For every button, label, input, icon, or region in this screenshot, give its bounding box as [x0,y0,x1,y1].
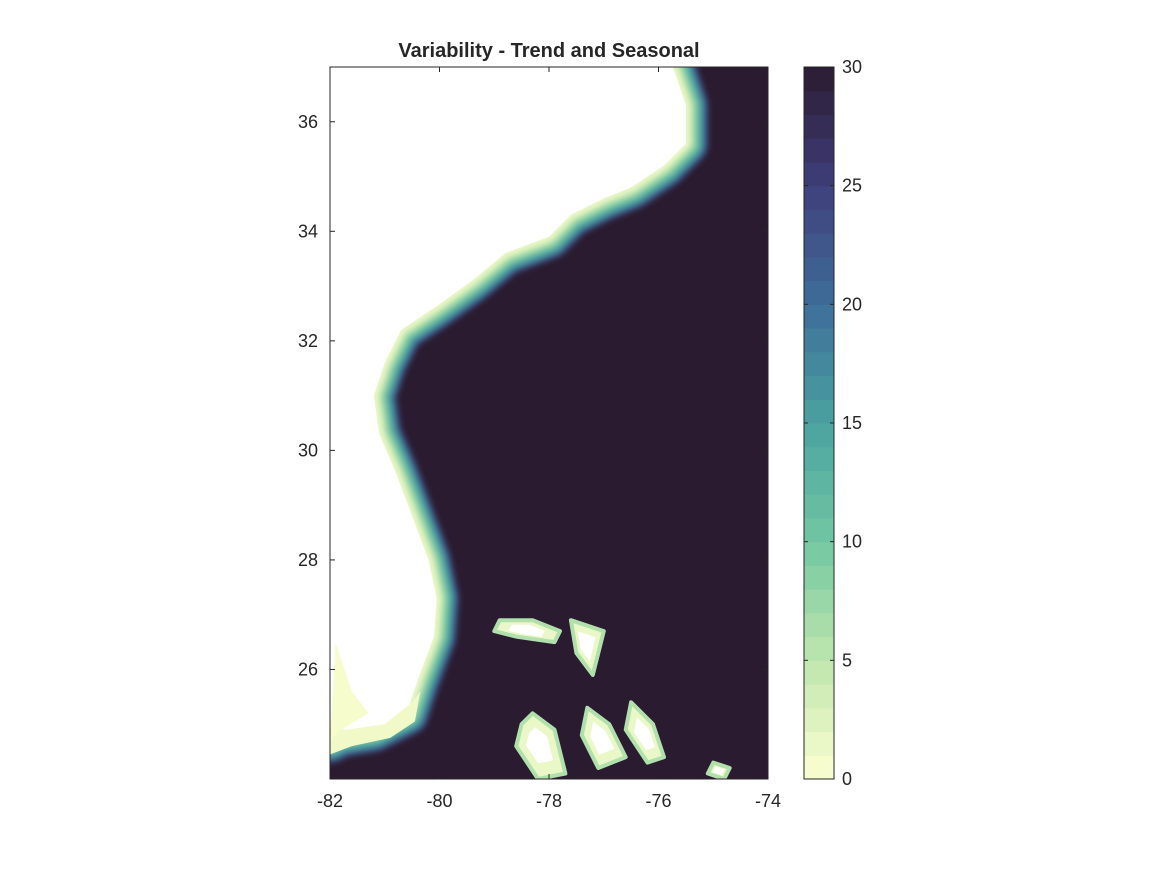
island-land [590,721,615,755]
x-tick-label: -74 [755,791,781,811]
island-land [577,631,596,662]
colorbar-band [804,660,834,685]
colorbar-band [804,446,834,471]
colorbar-bands [804,67,834,780]
gulf-shelf [330,642,369,741]
island-land [634,717,656,751]
colorbar-band [804,209,834,234]
colorbar-band [804,636,834,661]
colorbar-band [804,304,834,329]
y-tick-label: 32 [298,331,318,351]
colorbar-band [804,707,834,733]
colorbar-band [804,541,834,566]
colorbar-band [804,138,834,163]
chart-title: Variability - Trend and Seasonal [398,40,699,62]
x-tick-label: -78 [536,791,562,811]
colorbar-band [804,256,834,282]
colorbar-band [804,114,834,139]
colorbar-band [804,517,834,543]
colorbar-band [804,399,834,424]
keys-shelf [330,691,421,755]
colorbar-band [804,185,834,210]
colorbar: 0 5 10 15 20 25 30 [803,57,862,789]
colorbar-band [804,90,834,115]
colorbar-band [804,233,834,258]
colorbar-band [804,161,834,187]
colorbar-band [804,470,834,495]
colorbar-tick-label: 15 [842,413,862,433]
y-tick-label: 26 [298,659,318,679]
island-land [712,766,725,776]
x-tick-label: -82 [317,791,343,811]
y-tick-label: 34 [298,221,318,241]
colorbar-band [804,755,834,780]
colorbar-band [804,731,834,756]
x-tick-label: -80 [426,791,452,811]
x-axis: -82 -80 -78 -76 -74 [317,67,781,811]
bahamas-islands [492,618,732,779]
colorbar-band [804,612,834,638]
colorbar-band [804,684,834,709]
colorbar-band [804,67,834,92]
x-tick-label: -76 [645,791,671,811]
colorbar-tick-label: 25 [842,176,862,196]
colorbar-band [804,375,834,400]
heatmap-field [330,67,768,779]
y-tick-label: 36 [298,112,318,132]
colorbar-tick-label: 5 [842,650,852,670]
colorbar-band [804,328,834,353]
colorbar-ticks: 0 5 10 15 20 25 30 [804,57,862,789]
colorbar-tick-label: 10 [842,532,862,552]
heatmap-axes: -82 -80 -78 -76 -74 26 28 30 32 34 36 [298,66,781,811]
island-land [508,624,545,637]
colorbar-tick-label: 20 [842,294,862,314]
colorbar-band [804,280,834,305]
colorbar-band [804,589,834,614]
island-land [526,727,554,764]
colorbar-tick-label: 0 [842,769,852,789]
colorbar-band [804,351,834,377]
colorbar-band [804,423,834,448]
land-mask [330,67,686,741]
colorbar-band [804,565,834,590]
colorbar-tick-label: 30 [842,57,862,77]
y-axis: 26 28 30 32 34 36 [298,112,768,679]
y-tick-label: 28 [298,550,318,570]
colorbar-band [804,494,834,519]
y-tick-label: 30 [298,440,318,460]
